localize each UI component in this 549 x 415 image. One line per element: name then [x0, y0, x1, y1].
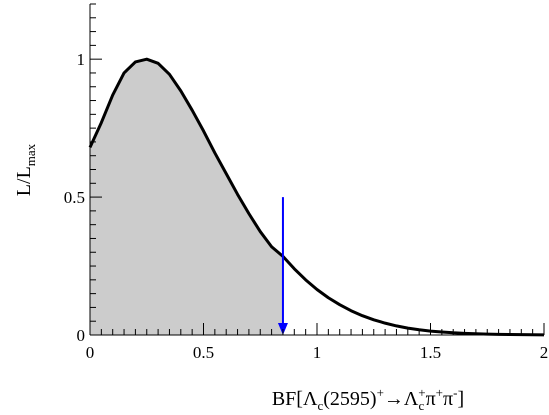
x-tick-label: 0 [86, 343, 95, 362]
y-axis-label-sub: max [23, 143, 38, 166]
x-axis-label: BF[Λc(2595)+→Λc+π+π-] [272, 385, 464, 413]
x-axis-label-sup3: + [436, 385, 443, 400]
curve-layer [88, 57, 545, 337]
y-axis-label: L/Lmax [13, 143, 38, 196]
likelihood-curve [88, 57, 545, 337]
x-axis-label-sup2: + [418, 385, 425, 400]
x-axis-label-arrow: →Λ [384, 388, 419, 410]
x-axis-label-sup1: + [377, 385, 384, 400]
x-axis-label-sup4: - [453, 385, 457, 400]
x-axis-label-mid1: (2595) [323, 388, 376, 410]
x-tick-label: 0.5 [193, 343, 214, 362]
tick-labels-layer: 0 0.5 1 1.5 2 0 0.5 1 [64, 50, 549, 362]
x-tick-label: 2 [540, 343, 549, 362]
ticks-layer [89, 3, 545, 336]
x-axis-label-sub2: c [418, 398, 424, 413]
y-tick-label: 1 [77, 50, 86, 69]
y-axis-label-main: L/L [13, 166, 35, 196]
shaded-area [90, 59, 283, 336]
x-axis-label-suffix: ] [457, 388, 464, 410]
y-tick-label: 0.5 [64, 188, 85, 207]
x-tick-label: 1.5 [420, 343, 441, 362]
shaded-area-layer [90, 59, 283, 336]
x-axis-label-mid3: π [443, 388, 453, 410]
x-tick-label: 1 [313, 343, 322, 362]
x-axis-label-sub1: c [317, 398, 323, 413]
x-axis-label-prefix: BF[Λ [272, 388, 318, 410]
y-tick-label: 0 [77, 326, 86, 345]
x-axis-label-mid2: π [426, 388, 436, 410]
